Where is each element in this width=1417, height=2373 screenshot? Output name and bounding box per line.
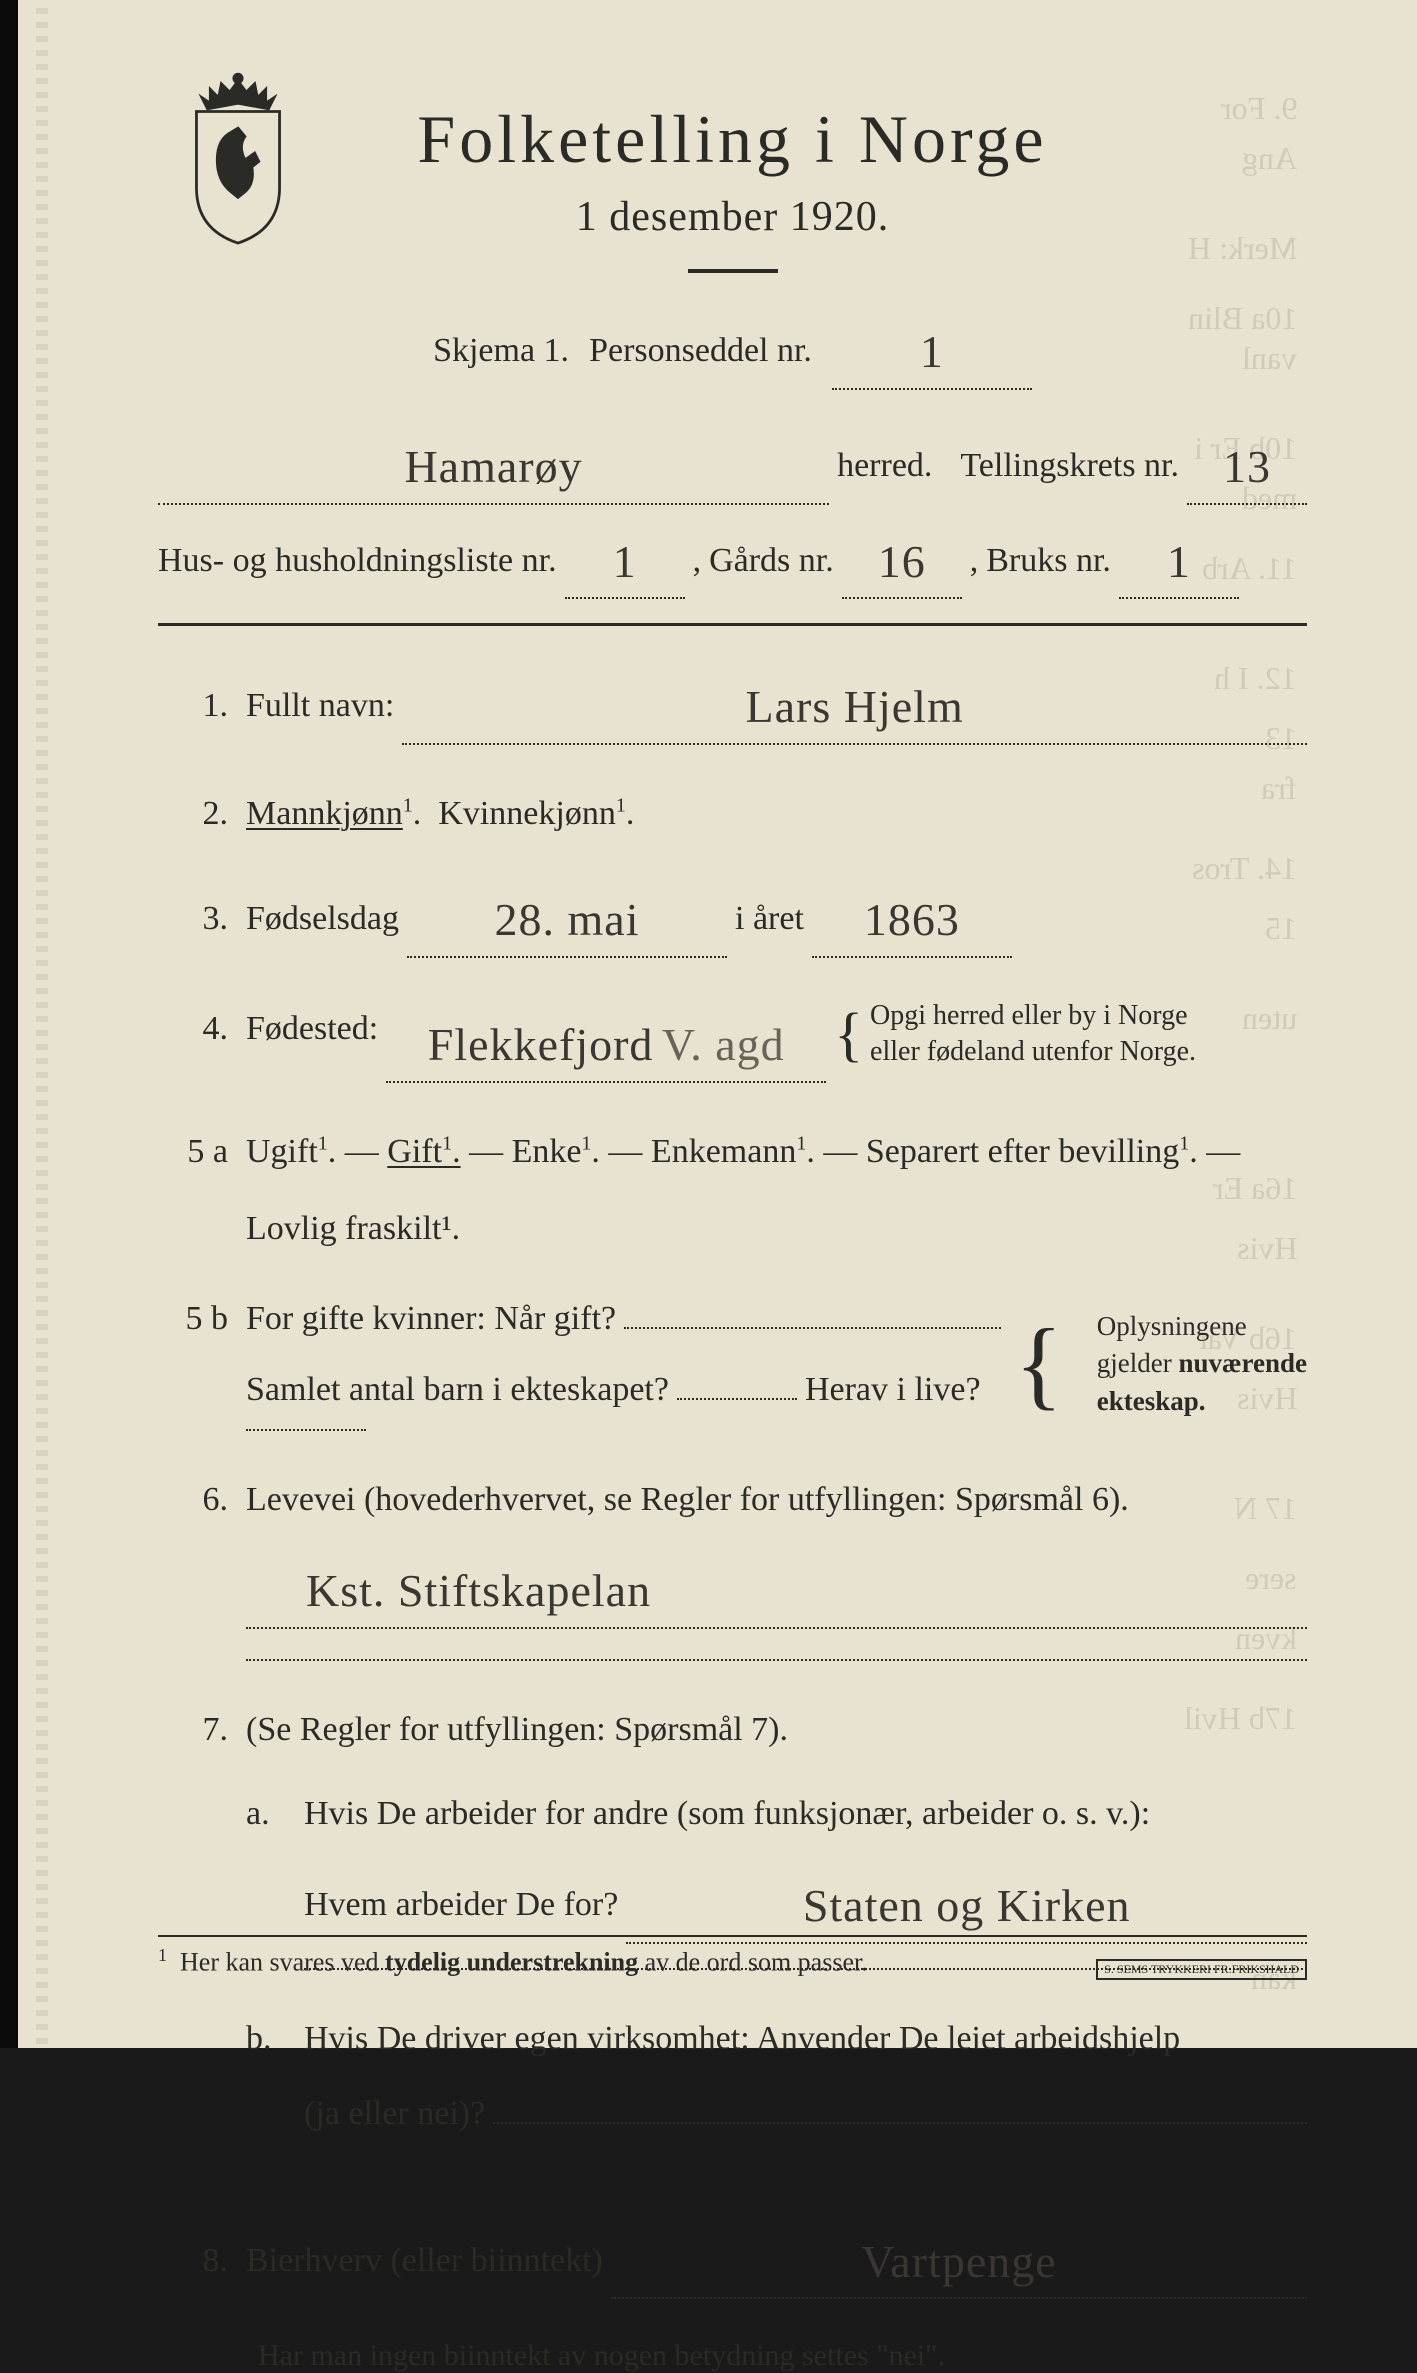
page-title: Folketelling i Norge bbox=[158, 100, 1307, 179]
q5a-separert[interactable]: Separert efter bevilling1. bbox=[866, 1133, 1198, 1170]
q1-label: Fullt navn: bbox=[246, 675, 394, 736]
q5b-gift-field[interactable] bbox=[624, 1327, 1001, 1329]
husliste-value: 1 bbox=[613, 536, 637, 587]
q2-mann[interactable]: Mannkjønn bbox=[246, 795, 403, 832]
q8-label: Bierhverv (eller biinntekt) bbox=[246, 2230, 603, 2291]
q-num: 5 b bbox=[158, 1290, 228, 1348]
q3-year-label: i året bbox=[735, 888, 804, 949]
bruks-value: 1 bbox=[1167, 536, 1191, 587]
gards-field[interactable]: 16 bbox=[842, 515, 962, 600]
q6-field[interactable]: Kst. Stiftskapelan bbox=[246, 1544, 1307, 1629]
herred-label: herred. bbox=[837, 435, 932, 496]
q6-label: Levevei (hovederhvervet, se Regler for u… bbox=[246, 1481, 1129, 1518]
gards-value: 16 bbox=[878, 536, 926, 587]
q5a-enke[interactable]: Enke1. bbox=[512, 1133, 600, 1170]
q5b-barn-label: Samlet antal barn i ekteskapet? bbox=[246, 1359, 669, 1420]
herred-value: Hamarøy bbox=[404, 441, 582, 492]
perforated-edge bbox=[36, 0, 48, 2048]
divider bbox=[688, 269, 778, 273]
q-num: 1. bbox=[158, 677, 228, 735]
q-num: 2. bbox=[158, 785, 228, 843]
bruks-field[interactable]: 1 bbox=[1119, 515, 1239, 600]
q7b-label: Hvis De driver egen virksomhet: Anvender… bbox=[304, 2020, 1180, 2057]
q5b-note1: Oplysningene bbox=[1097, 1311, 1247, 1341]
page-subtitle: 1 desember 1920. bbox=[158, 193, 1307, 241]
q-num: 8. bbox=[158, 2232, 228, 2290]
q5a-enkemann[interactable]: Enkemann1. bbox=[651, 1133, 815, 1170]
personseddel-label: Personseddel nr. bbox=[589, 320, 812, 381]
q7a-value: Staten og Kirken bbox=[803, 1880, 1131, 1931]
q4-note2: eller fødeland utenfor Norge. bbox=[870, 1036, 1196, 1067]
q8-value: Vartpenge bbox=[861, 2236, 1056, 2287]
brace-icon: { bbox=[1015, 1324, 1063, 1404]
q6-field2[interactable] bbox=[246, 1659, 1307, 1661]
q6-value: Kst. Stiftskapelan bbox=[306, 1565, 651, 1616]
q1-value: Lars Hjelm bbox=[746, 681, 964, 732]
q5b-note3: ekteskap. bbox=[1097, 1386, 1206, 1416]
husliste-label: Hus- og husholdningsliste nr. bbox=[158, 530, 557, 591]
q7a-field[interactable]: Staten og Kirken bbox=[626, 1859, 1307, 1944]
q7a-letter: a. bbox=[246, 1785, 286, 1843]
tellingskrets-label: Tellingskrets nr. bbox=[960, 435, 1179, 496]
q1-field[interactable]: Lars Hjelm bbox=[402, 660, 1307, 745]
q3-day-field[interactable]: 28. mai bbox=[407, 873, 727, 958]
q7-label: (Se Regler for utfyllingen: Spørsmål 7). bbox=[246, 1711, 788, 1748]
tellingskrets-field[interactable]: 13 bbox=[1187, 420, 1307, 505]
q7b-q: (ja eller nei)? bbox=[304, 2083, 485, 2144]
coat-of-arms-icon bbox=[168, 70, 308, 250]
q7a-label: Hvis De arbeider for andre (som funksjon… bbox=[304, 1795, 1150, 1832]
biinntekt-note: Har man ingen biinntekt av nogen betydni… bbox=[258, 2339, 1307, 2373]
q7a-q: Hvem arbeider De for? bbox=[304, 1874, 618, 1935]
q-num: 7. bbox=[158, 1701, 228, 1759]
footnote-text: Her kan svares ved tydelig understreknin… bbox=[180, 1948, 868, 1977]
form-header: Folketelling i Norge 1 desember 1920. Sk… bbox=[158, 100, 1307, 390]
personseddel-field[interactable]: 1 bbox=[832, 305, 1032, 390]
skjema-label: Skjema 1. bbox=[433, 320, 569, 381]
q-num: 4. bbox=[158, 1000, 228, 1058]
q7b-letter: b. bbox=[246, 2010, 286, 2068]
personseddel-value: 1 bbox=[920, 326, 944, 377]
q3-year-value: 1863 bbox=[864, 894, 960, 945]
q5b-herav-field[interactable] bbox=[246, 1429, 366, 1431]
q4-value: Flekkefjord bbox=[428, 1019, 654, 1070]
gards-label: Gårds nr. bbox=[709, 530, 834, 591]
q3-day-value: 28. mai bbox=[495, 894, 640, 945]
tellingskrets-value: 13 bbox=[1223, 441, 1271, 492]
herred-field[interactable]: Hamarøy bbox=[158, 420, 829, 505]
q4-label: Fødested: bbox=[246, 998, 378, 1059]
q3-year-field[interactable]: 1863 bbox=[812, 873, 1012, 958]
q-num: 5 a bbox=[158, 1123, 228, 1181]
q5b-barn-field[interactable] bbox=[677, 1398, 797, 1400]
q7b-field[interactable] bbox=[493, 2122, 1307, 2124]
q5b-herav-label: Herav i live? bbox=[805, 1359, 981, 1420]
q3-label: Fødselsdag bbox=[246, 888, 399, 949]
printer-mark: S. SEMS TRYKKERI FR.FRIKSHALD bbox=[1096, 1959, 1307, 1980]
section-divider bbox=[158, 623, 1307, 626]
q2-kvinne[interactable]: Kvinnekjønn bbox=[438, 795, 616, 832]
q5a-fraskilt[interactable]: Lovlig fraskilt¹. bbox=[246, 1200, 1307, 1258]
q4-note1: Opgi herred eller by i Norge bbox=[870, 1000, 1188, 1031]
q-num: 6. bbox=[158, 1471, 228, 1529]
bruks-label: Bruks nr. bbox=[986, 530, 1111, 591]
q8-field[interactable]: Vartpenge bbox=[611, 2215, 1307, 2300]
q5b-label: For gifte kvinner: Når gift? bbox=[246, 1288, 616, 1349]
q5b-note2: gjelder nuværende bbox=[1097, 1348, 1307, 1378]
q4-field[interactable]: Flekkefjord V. agd bbox=[386, 998, 826, 1083]
q5a-gift[interactable]: Gift1. bbox=[387, 1133, 460, 1170]
husliste-field[interactable]: 1 bbox=[565, 515, 685, 600]
q5a-ugift[interactable]: Ugift1. bbox=[246, 1133, 336, 1170]
census-form-page: 9. For Ang Merk: H 10a Blin vanl 10b Er … bbox=[0, 0, 1417, 2048]
q-num: 3. bbox=[158, 890, 228, 948]
q4-note-value: V. agd bbox=[662, 1019, 785, 1070]
